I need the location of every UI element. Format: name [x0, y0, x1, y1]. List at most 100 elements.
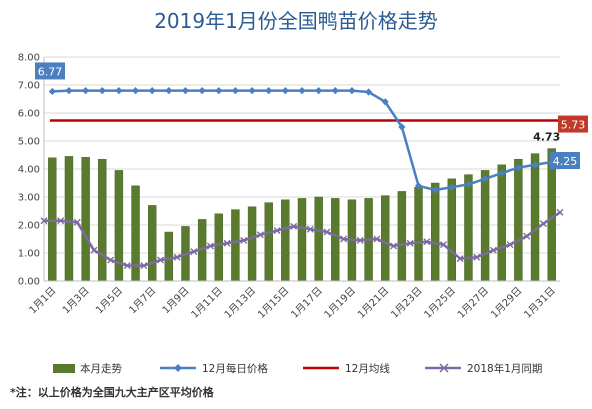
bar — [464, 174, 473, 282]
marker-stroke — [240, 236, 248, 244]
previous-year-point — [173, 253, 181, 261]
daily-last-label: 4.25 — [550, 152, 580, 169]
previous-year-point — [123, 262, 131, 270]
x-tick-label: 1月17日 — [289, 285, 325, 321]
legend-marker-prev — [439, 363, 449, 373]
marker-stroke — [489, 246, 497, 254]
daily-price-point — [498, 169, 506, 177]
previous-year-point — [523, 232, 531, 240]
marker-stroke — [223, 239, 231, 247]
x-tick-label: 1月21日 — [355, 285, 391, 321]
y-tick-label: 1.00 — [18, 249, 40, 260]
marker-stroke — [506, 241, 514, 249]
x-tick-label: 1月5日 — [93, 285, 125, 317]
x-tick-label: 1月23日 — [389, 285, 425, 321]
previous-year-point — [140, 262, 148, 270]
legend-swatch-bar — [53, 364, 75, 373]
daily-price-point — [414, 182, 423, 190]
bar — [331, 198, 340, 282]
previous-year-point — [57, 217, 65, 225]
daily-price-point — [381, 98, 389, 106]
bar — [231, 209, 240, 282]
daily-price-point — [231, 87, 240, 95]
marker-stroke — [273, 227, 281, 235]
marker-stroke — [556, 208, 564, 216]
average-label: 5.73 — [558, 115, 588, 133]
daily-price-point — [98, 87, 106, 95]
daily-price-point — [514, 164, 522, 172]
bar — [297, 198, 307, 282]
previous-year-point — [340, 235, 348, 243]
marker-stroke — [73, 218, 81, 226]
bar — [64, 156, 74, 282]
bar-series — [48, 148, 556, 282]
legend-label-avg: 12月均线 — [345, 362, 390, 375]
previous-year-point — [456, 255, 464, 263]
x-tick-label: 1月9日 — [160, 285, 192, 317]
legend-marker-daily — [174, 364, 182, 372]
daily-price-point — [148, 87, 156, 95]
marker-stroke — [90, 246, 98, 254]
bar — [447, 178, 456, 282]
marker-stroke — [473, 253, 481, 261]
daily-price-point — [481, 175, 489, 183]
previous-year-point — [40, 217, 48, 225]
legend-label-prev: 2018年1月同期 — [467, 362, 542, 375]
previous-year-point — [506, 241, 514, 249]
x-tick-label: 1月1日 — [27, 285, 59, 317]
previous-year-point — [240, 236, 248, 244]
bar — [281, 199, 290, 282]
daily-price-point — [298, 87, 306, 95]
bar — [480, 170, 490, 282]
bar — [214, 213, 223, 282]
bar — [147, 205, 157, 282]
marker-stroke — [456, 255, 464, 263]
data-labels: 6.77 4.25 5.734.73 — [35, 62, 588, 169]
previous-year-point — [323, 228, 331, 236]
bar — [98, 158, 107, 282]
marker-stroke — [539, 220, 547, 228]
previous-year-point — [256, 231, 264, 239]
y-tick-label: 8.00 — [18, 53, 40, 64]
previous-year-point — [290, 222, 298, 230]
marker-stroke — [423, 238, 431, 246]
marker-stroke — [123, 262, 131, 270]
daily-price-point — [315, 87, 323, 95]
marker-stroke — [356, 236, 364, 244]
y-axis: 0.00 1.00 2.00 3.00 4.00 5.00 6.00 7.00 8.00 — [18, 53, 45, 288]
chart-title: 2019年1月份全国鸭苗价格走势 — [154, 9, 438, 33]
grid — [44, 56, 560, 282]
y-tick-label: 7.00 — [18, 81, 40, 92]
legend: 本月走势 12月每日价格 12月均线 2018年1月同期 — [53, 362, 542, 375]
bar-last-label: 4.73 — [533, 131, 560, 144]
marker-stroke — [406, 239, 414, 247]
daily-price-point — [398, 123, 406, 131]
daily-price-series — [48, 87, 556, 194]
x-tick-label: 1月19日 — [322, 285, 358, 321]
bar — [264, 202, 273, 282]
daily-price-line — [52, 89, 552, 192]
marker-stroke — [40, 217, 48, 225]
marker-stroke — [256, 231, 264, 239]
daily-price-point — [65, 87, 73, 95]
marker-stroke — [57, 217, 65, 225]
bar — [48, 157, 57, 282]
marker-stroke — [173, 253, 181, 261]
daily-price-point — [248, 87, 256, 95]
daily-first-label-box — [35, 62, 65, 80]
daily-price-point — [131, 87, 140, 95]
marker-stroke — [206, 242, 214, 250]
daily-last-label-text: 4.25 — [553, 155, 578, 168]
marker-stroke — [157, 256, 165, 264]
x-tick-label: 1月29日 — [488, 285, 524, 321]
daily-price-point — [348, 87, 356, 95]
x-tick-label: 1月15日 — [255, 285, 291, 321]
x-tick-label: 1月13日 — [222, 285, 258, 321]
previous-year-series — [40, 208, 564, 270]
daily-price-point — [281, 87, 289, 95]
bar — [397, 191, 407, 282]
x-tick-label: 1月7日 — [127, 285, 159, 317]
previous-year-point — [356, 236, 364, 244]
daily-price-point — [215, 87, 223, 95]
daily-price-point — [531, 161, 539, 169]
